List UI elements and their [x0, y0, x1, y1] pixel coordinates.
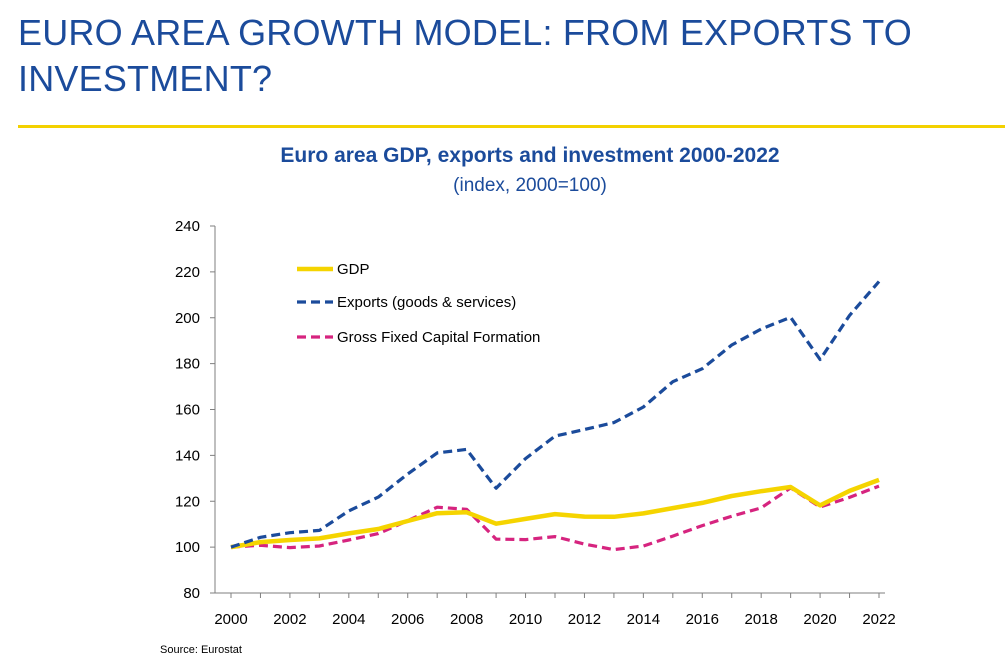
- y-tick-label: 180: [175, 356, 200, 373]
- x-tick-label: 2010: [509, 611, 542, 628]
- y-tick-label: 120: [175, 493, 200, 510]
- x-tick-label: 2016: [686, 611, 719, 628]
- x-tick-label: 2020: [803, 611, 836, 628]
- y-tick-label: 200: [175, 310, 200, 327]
- y-tick-label: 240: [175, 218, 200, 235]
- chart-axes: 80 100 120 140 160 180 200 220 240 2000 2002 2004 20…: [175, 218, 896, 628]
- series-line-0: [230, 477, 880, 550]
- chart-legend: GDP Exports (goods & services) Gross Fixed…: [297, 261, 540, 346]
- x-tick-label: 2004: [332, 611, 365, 628]
- legend-label-0: GDP: [337, 261, 370, 278]
- y-tick-label: 160: [175, 402, 200, 419]
- y-tick-label: 220: [175, 264, 200, 281]
- legend-label-2: Gross Fixed Capital Formation: [337, 329, 540, 346]
- chart-title: Euro area GDP, exports and investment 20…: [280, 144, 780, 167]
- series-line-2: [230, 484, 880, 552]
- slide-title: EURO AREA GROWTH MODEL: FROM EXPORTS TO …: [18, 12, 912, 99]
- series-line-1: [230, 280, 881, 549]
- x-tick-label: 2022: [862, 611, 895, 628]
- legend-label-1: Exports (goods & services): [337, 294, 516, 311]
- y-tick-label: 100: [175, 539, 200, 556]
- chart-series: [230, 280, 881, 552]
- y-tick-label: 80: [183, 585, 200, 602]
- y-tick-label: 140: [175, 447, 200, 464]
- x-tick-label: 2018: [744, 611, 777, 628]
- source-note: Source: Eurostat: [160, 644, 242, 656]
- chart-subtitle: (index, 2000=100): [453, 175, 607, 196]
- x-tick-label: 2012: [568, 611, 601, 628]
- x-tick-label: 2006: [391, 611, 424, 628]
- x-tick-label: 2014: [627, 611, 660, 628]
- x-tick-label: 2008: [450, 611, 483, 628]
- x-tick-label: 2000: [214, 611, 247, 628]
- x-tick-label: 2002: [273, 611, 306, 628]
- title-divider: [18, 125, 1005, 128]
